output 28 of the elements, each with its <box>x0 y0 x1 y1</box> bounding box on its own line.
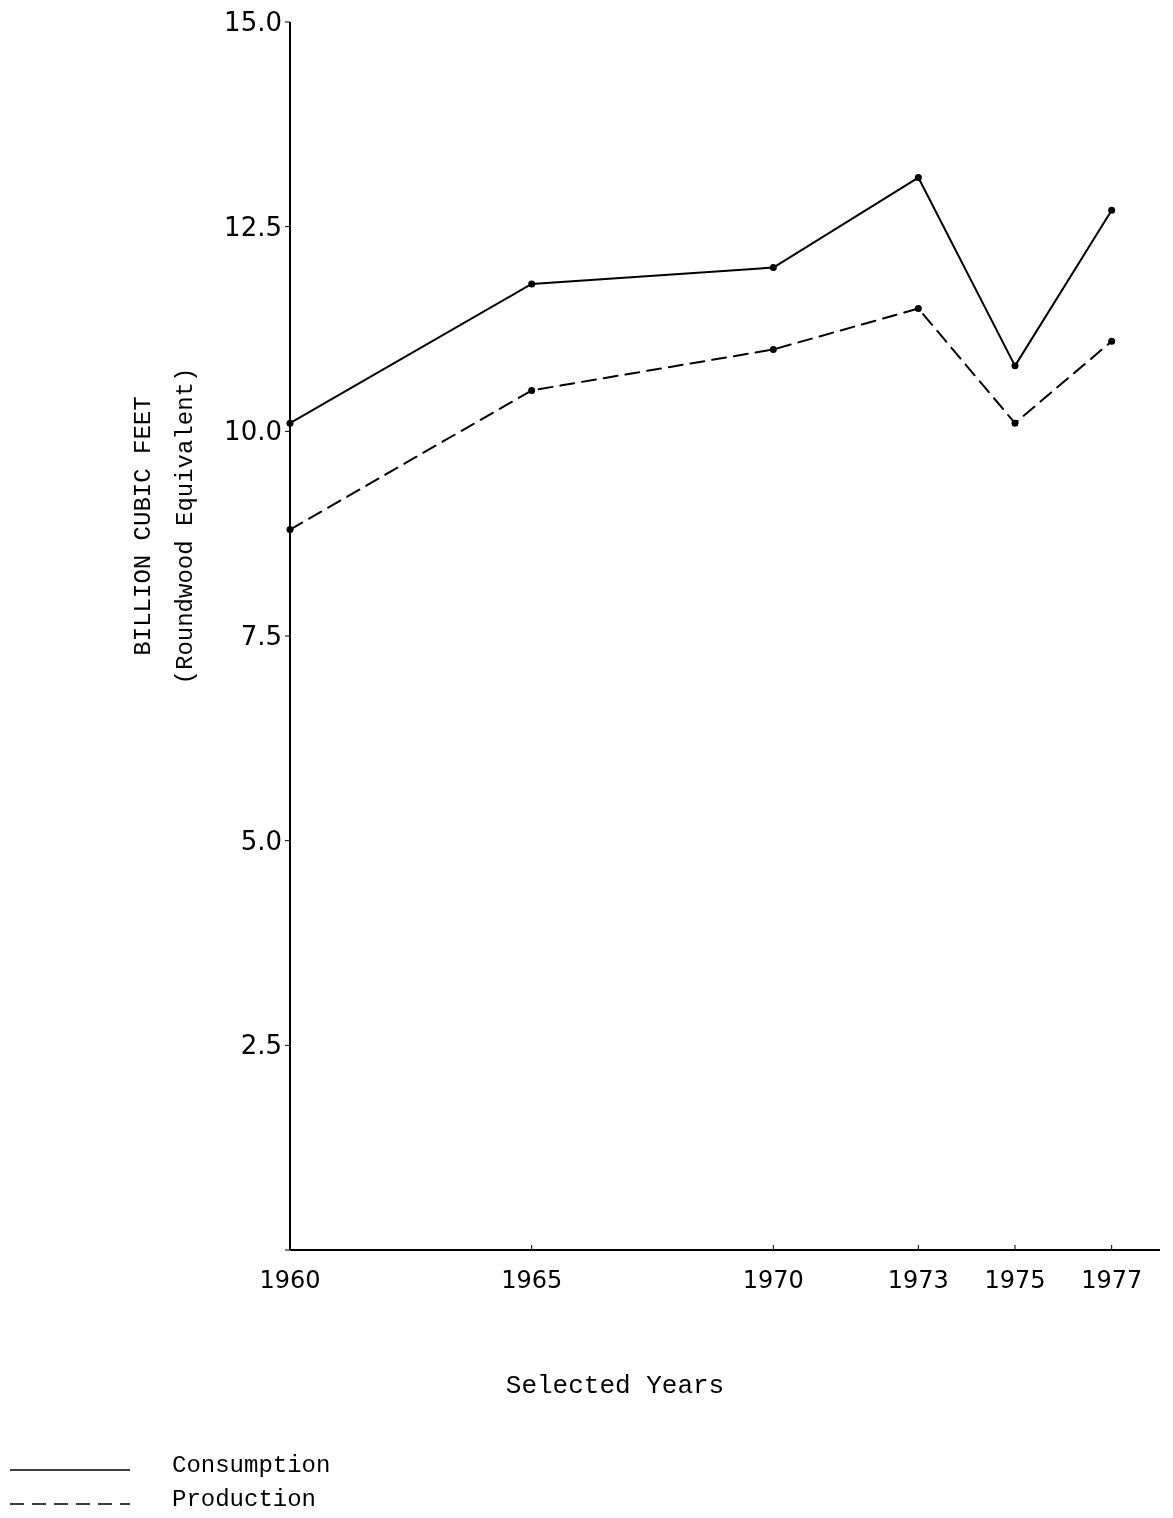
point <box>1108 337 1116 345</box>
point <box>528 280 536 288</box>
y-tick-label: 10.0 <box>224 416 282 447</box>
point <box>1011 362 1019 370</box>
y-tick-label: 2.5 <box>240 1030 282 1061</box>
point <box>914 174 922 182</box>
legend-label: Production <box>172 1486 317 1514</box>
y-tick-label: 5.0 <box>240 825 282 856</box>
x-tick-label: 1970 <box>742 1266 804 1294</box>
point <box>528 386 536 394</box>
x-tick-label: 1965 <box>501 1266 563 1294</box>
point <box>1108 206 1116 214</box>
x-tick-label: 1960 <box>259 1266 321 1294</box>
point <box>769 345 777 353</box>
point <box>286 419 294 427</box>
legend-label: Consumption <box>172 1452 331 1480</box>
x-tick-label: 1975 <box>984 1266 1046 1294</box>
y-tick-label: 15.0 <box>224 7 282 38</box>
x-axis-title: Selected Years <box>505 1371 725 1401</box>
y-axis-title: BILLION CUBIC FEET (Roundwood Equivalent) <box>130 367 199 685</box>
y-tick-label: 12.5 <box>224 211 282 242</box>
y-tick-label: 7.5 <box>240 621 282 652</box>
x-tick-label: 1973 <box>887 1266 949 1294</box>
point <box>914 305 922 313</box>
point <box>1011 419 1019 427</box>
point <box>286 526 294 534</box>
x-tick-label: 1977 <box>1081 1266 1143 1294</box>
point <box>769 264 777 272</box>
